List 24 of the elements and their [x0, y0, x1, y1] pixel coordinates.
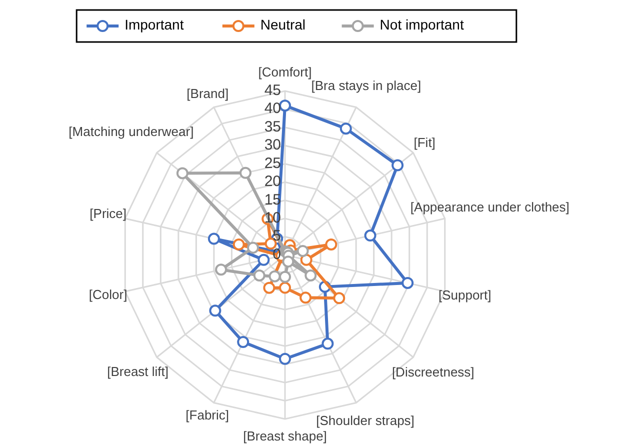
spoke-label: [Comfort]: [258, 64, 312, 80]
spoke-label: [Color]: [88, 286, 128, 302]
y-tick-label: 30: [264, 136, 281, 154]
y-tick-label: 0: [272, 246, 281, 263]
spoke-label: [Breast shape]: [243, 428, 327, 444]
y-tick-label: 45: [264, 82, 281, 99]
spoke-label: [Bra stays in place]: [311, 78, 422, 93]
y-tick-label: 35: [264, 118, 281, 136]
spoke-label: [Breast lift]: [107, 364, 169, 379]
legend-label: Important: [124, 16, 184, 33]
spoke-label: [Brand]: [186, 86, 229, 101]
legend-label: Neutral: [260, 16, 306, 33]
spoke-label: [Price]: [90, 206, 127, 222]
spoke-label: [Fit]: [414, 135, 436, 150]
spoke-label: [Shoulder straps]: [316, 413, 414, 428]
y-tick-label: 10: [264, 210, 281, 227]
y-tick-label: 5: [272, 228, 281, 245]
legend-label: Not important: [380, 16, 464, 33]
y-tick-label: 40: [264, 100, 281, 118]
spoke-label: [Fabric]: [186, 408, 230, 423]
spoke-label: [Discreetness]: [392, 364, 474, 380]
spoke-label: [Appearance under clothes]: [410, 200, 570, 215]
spoke-label: [Support]: [438, 287, 492, 302]
spoke-label: [Matching underwear]: [68, 124, 194, 139]
